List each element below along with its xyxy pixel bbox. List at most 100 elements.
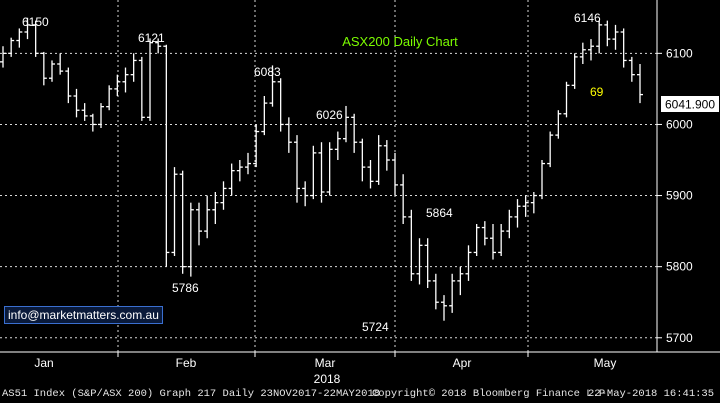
ohlc-bar (89, 113, 96, 132)
y-tick-label: 6100 (666, 46, 693, 60)
ohlc-bars (0, 17, 643, 321)
ohlc-bar (432, 273, 439, 310)
ohlc-bar (416, 238, 423, 285)
ohlc-bar (261, 96, 268, 136)
ohlc-bar (375, 135, 382, 185)
ohlc-bar (245, 152, 251, 175)
ohlc-bar (571, 53, 578, 89)
ohlc-bar (179, 170, 186, 274)
ohlc-bar (171, 167, 178, 256)
price-annotation: 5786 (172, 281, 199, 295)
ohlc-bar (98, 103, 104, 128)
ohlc-bar (555, 110, 562, 139)
y-axis: 5700 5800 5900 6000 6100 (656, 0, 693, 352)
price-annotation: 6083 (254, 65, 281, 79)
ohlc-bar (596, 20, 603, 54)
price-annotation: 5864 (426, 206, 453, 220)
ohlc-bar (530, 192, 537, 214)
ohlc-bar (588, 39, 594, 61)
ohlc-bar (465, 245, 472, 281)
ohlc-bar (49, 60, 55, 82)
ohlc-bar (351, 113, 358, 153)
ohlc-bar (220, 181, 227, 210)
ohlc-bar (16, 28, 23, 48)
ohlc-bar (326, 142, 333, 196)
ohlc-bar (212, 192, 219, 224)
ohlc-bar (122, 67, 129, 93)
ohlc-bar (481, 221, 488, 246)
ohlc-bar (253, 124, 260, 168)
ohlc-bar (24, 17, 31, 40)
ohlc-bar (277, 78, 284, 132)
price-annotation: 69 (590, 85, 604, 99)
ohlc-bar (294, 135, 300, 203)
price-annotation: 5724 (362, 320, 389, 334)
ohlc-bar (73, 88, 80, 118)
ohlc-bar (302, 181, 309, 207)
ohlc-bar (285, 117, 292, 153)
ohlc-bar (138, 56, 145, 121)
chart-footer: AS51 Index (S&P/ASX 200) Graph 217 Daily… (0, 385, 720, 403)
ohlc-bar (579, 42, 586, 64)
x-month-label: Mar (315, 356, 336, 370)
footer-security-info: AS51 Index (S&P/ASX 200) Graph 217 Daily… (2, 388, 381, 400)
ohlc-bar (318, 142, 325, 203)
last-price-label: 6041.900 (661, 96, 719, 112)
ohlc-bar (547, 131, 554, 168)
price-annotation: 6150 (22, 15, 49, 29)
last-price-value: 6041.900 (665, 98, 715, 112)
chart-title: ASX200 Daily Chart (342, 34, 458, 49)
ohlc-bar (522, 195, 529, 217)
ohlc-bar (310, 145, 317, 200)
ohlc-bar (114, 74, 121, 96)
ohlc-bar (449, 273, 456, 313)
ohlc-bar (147, 38, 153, 121)
ohlc-bar (424, 238, 431, 288)
ohlc-bar (204, 195, 211, 239)
footer-timestamp: 22-May-2018 16:41:35 (588, 388, 715, 400)
ohlc-bar (400, 174, 407, 224)
ohlc-bar (637, 64, 643, 104)
y-tick-label: 5900 (666, 189, 693, 203)
ohlc-bar (408, 209, 415, 281)
ohlc-bar (57, 53, 64, 75)
ohlc-bar (32, 20, 39, 57)
ohlc-bar (343, 105, 349, 143)
ohlc-bar (163, 44, 170, 267)
ohlc-bar (539, 160, 545, 200)
x-month-label: Apr (453, 356, 472, 370)
email-link[interactable]: info@marketmatters.com.au (4, 306, 163, 324)
ohlc-bar (106, 85, 113, 111)
ohlc-bar (563, 81, 570, 118)
x-month-label: Jan (34, 356, 53, 370)
y-tick-label: 5800 (666, 260, 693, 274)
ohlc-bar (196, 202, 202, 246)
ohlc-bar (367, 160, 374, 189)
ohlc-bar (359, 138, 366, 182)
ohlc-bar (0, 46, 6, 68)
ohlc-bar (514, 199, 521, 228)
price-annotation: 6026 (316, 108, 343, 122)
price-annotation: 6121 (138, 31, 165, 45)
price-annotations: 6150 6121 6083 6026 5786 5724 5864 6146 69 (22, 11, 604, 334)
ohlc-bar (236, 160, 243, 182)
ohlc-bar (187, 202, 194, 277)
ohlc-bar (628, 56, 635, 82)
ohlc-bar (383, 140, 390, 171)
ohlc-bar (65, 67, 72, 104)
ohlc-bar (40, 51, 47, 86)
x-month-label: Feb (176, 356, 197, 370)
ohlc-bar (441, 295, 447, 321)
ohlc-bar (392, 152, 398, 196)
ohlc-bar (498, 224, 505, 256)
footer-copyright: Copyright© 2018 Bloomberg Finance L.P. (372, 388, 612, 400)
x-year-label: 2018 (314, 372, 341, 386)
ohlc-bar (81, 103, 88, 121)
ohlc-bar (506, 209, 513, 239)
price-annotation: 6146 (574, 11, 601, 25)
y-tick-label: 5700 (666, 331, 693, 345)
ohlc-bar (269, 65, 276, 107)
ohlc-bar (130, 53, 137, 82)
